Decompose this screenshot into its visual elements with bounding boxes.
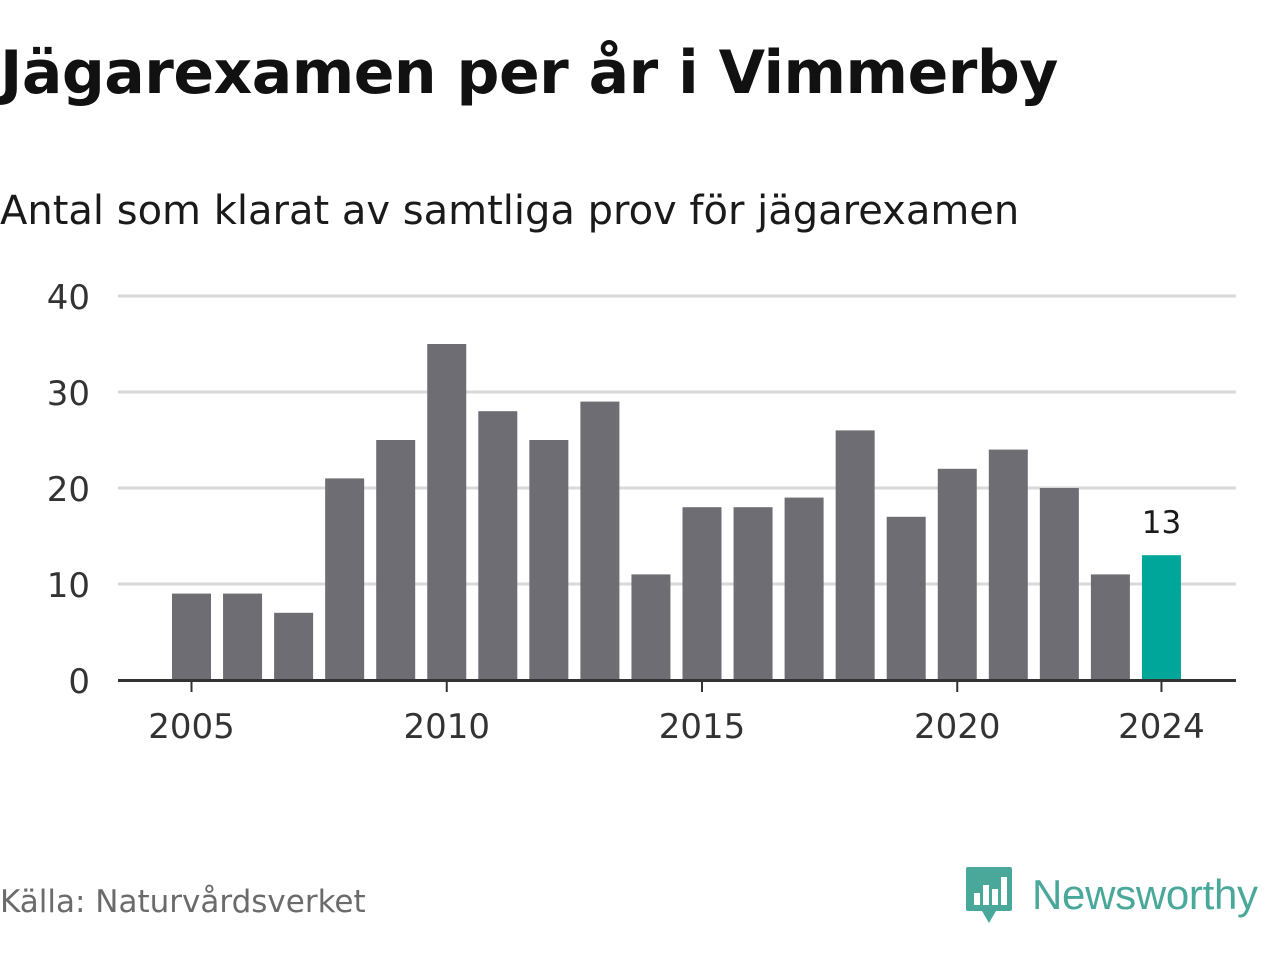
bar-2008: [325, 478, 365, 680]
y-tick-label: 20: [47, 470, 90, 510]
data-labels: 13: [1142, 505, 1181, 541]
y-tick-label: 40: [47, 278, 90, 318]
bars: [172, 344, 1181, 680]
bar-2019: [886, 516, 926, 680]
chart-subtitle: Antal som klarat av samtliga prov för jä…: [0, 188, 1020, 234]
bar-2005: [172, 593, 211, 680]
bar-2015: [682, 507, 722, 680]
y-tick-label: 30: [47, 374, 90, 414]
x-tick-label: 2024: [1118, 707, 1205, 747]
bar-2017: [784, 497, 824, 680]
x-tick-label: 2020: [914, 707, 1001, 747]
bar-2014: [631, 574, 671, 680]
y-tick-label: 0: [68, 662, 90, 702]
bar-2016: [733, 507, 773, 680]
chart-title: Jägarexamen per år i Vimmerby: [0, 38, 1058, 108]
source-note: Källa: Naturvårdsverket: [0, 884, 366, 920]
data-label: 13: [1142, 505, 1181, 541]
bar-2024: [1141, 555, 1181, 680]
bar-2012: [529, 440, 569, 680]
y-axis-ticks: 0 10 20 30 40: [47, 278, 90, 702]
bar-2023: [1090, 574, 1130, 680]
x-tick-label: 2015: [659, 707, 746, 747]
bar-2020: [937, 468, 977, 680]
bar-2010: [427, 344, 467, 680]
bar-2006: [223, 593, 263, 680]
brand-logo: Newsworthy: [964, 864, 1258, 926]
bar-2013: [580, 401, 620, 680]
x-tick-label: 2010: [403, 707, 490, 747]
bar-2021: [988, 449, 1028, 680]
x-tick-label: 2005: [148, 707, 235, 747]
newsworthy-logo-icon: [966, 867, 1012, 923]
y-tick-label: 10: [47, 566, 90, 606]
x-axis: 2005 2010 2015 2020 2024: [118, 679, 1236, 747]
bar-2009: [376, 440, 416, 680]
brand-name: Newsworthy: [1032, 871, 1258, 918]
bar-2007: [274, 612, 314, 680]
bar-chart: 0 10 20 30 40 13 2005 2010 2015 2020 2024: [47, 278, 1236, 747]
bar-2018: [835, 430, 875, 680]
bar-2011: [478, 411, 518, 680]
bar-2022: [1039, 488, 1079, 680]
